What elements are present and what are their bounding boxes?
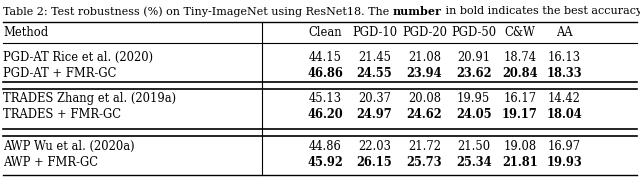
Text: 21.72: 21.72: [408, 140, 441, 153]
Text: 45.13: 45.13: [308, 92, 342, 105]
Text: PGD-20: PGD-20: [402, 25, 447, 39]
Text: 18.33: 18.33: [547, 67, 582, 80]
Text: 19.08: 19.08: [503, 140, 536, 153]
Text: 21.50: 21.50: [457, 140, 490, 153]
Text: 18.04: 18.04: [547, 108, 582, 121]
Text: AA: AA: [556, 25, 573, 39]
Text: 18.74: 18.74: [503, 51, 536, 64]
Text: 23.94: 23.94: [406, 67, 442, 80]
Text: 19.17: 19.17: [502, 108, 538, 121]
Text: PGD-AT + FMR-GC: PGD-AT + FMR-GC: [3, 67, 116, 80]
Text: 16.13: 16.13: [548, 51, 581, 64]
Text: AWP Wu et al. (2020a): AWP Wu et al. (2020a): [3, 140, 135, 153]
Text: AWP + FMR-GC: AWP + FMR-GC: [3, 156, 98, 169]
Text: 14.42: 14.42: [548, 92, 581, 105]
Text: PGD-AT Rice et al. (2020): PGD-AT Rice et al. (2020): [3, 51, 154, 64]
Text: 20.08: 20.08: [408, 92, 441, 105]
Text: 16.97: 16.97: [548, 140, 581, 153]
Text: PGD-10: PGD-10: [352, 25, 397, 39]
Text: 20.91: 20.91: [457, 51, 490, 64]
Text: 24.55: 24.55: [356, 67, 392, 80]
Text: 19.95: 19.95: [457, 92, 490, 105]
Text: Method: Method: [3, 25, 49, 39]
Text: 21.45: 21.45: [358, 51, 391, 64]
Text: Table 2: Test robustness (%) on Tiny-ImageNet using ResNet18. The: Table 2: Test robustness (%) on Tiny-Ima…: [3, 6, 393, 17]
Text: TRADES + FMR-GC: TRADES + FMR-GC: [3, 108, 121, 121]
Text: 46.20: 46.20: [307, 108, 343, 121]
Text: 20.37: 20.37: [358, 92, 391, 105]
Text: C&W: C&W: [504, 25, 535, 39]
Text: TRADES Zhang et al. (2019a): TRADES Zhang et al. (2019a): [3, 92, 177, 105]
Text: 19.93: 19.93: [547, 156, 582, 169]
Text: 46.86: 46.86: [307, 67, 343, 80]
Text: 20.84: 20.84: [502, 67, 538, 80]
Text: PGD-50: PGD-50: [451, 25, 496, 39]
Text: 22.03: 22.03: [358, 140, 391, 153]
Text: 21.08: 21.08: [408, 51, 441, 64]
Text: 24.62: 24.62: [406, 108, 442, 121]
Text: 44.15: 44.15: [308, 51, 342, 64]
Text: 25.34: 25.34: [456, 156, 492, 169]
Text: 26.15: 26.15: [356, 156, 392, 169]
Text: 24.97: 24.97: [356, 108, 392, 121]
Text: 24.05: 24.05: [456, 108, 492, 121]
Text: number: number: [393, 6, 442, 17]
Text: 44.86: 44.86: [308, 140, 342, 153]
Text: 23.62: 23.62: [456, 67, 492, 80]
Text: 25.73: 25.73: [406, 156, 442, 169]
Text: in bold indicates the best accuracy.: in bold indicates the best accuracy.: [442, 6, 640, 16]
Text: 45.92: 45.92: [307, 156, 343, 169]
Text: Clean: Clean: [308, 25, 342, 39]
Text: 16.17: 16.17: [503, 92, 536, 105]
Text: 21.81: 21.81: [502, 156, 538, 169]
